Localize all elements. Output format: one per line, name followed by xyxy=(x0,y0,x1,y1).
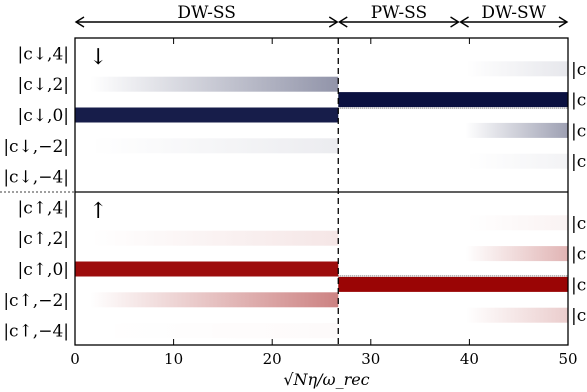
row-label: |c↑,2| xyxy=(18,229,69,249)
right-row-label: |c xyxy=(571,306,586,326)
right-row-label: |c xyxy=(571,275,586,295)
cell-panel1-right-1 xyxy=(465,246,568,262)
row-label: |c↑,0| xyxy=(18,260,69,280)
spin-label: ↑ xyxy=(89,199,107,224)
cell-panel1-left-2 xyxy=(90,230,339,246)
cell-panel1-right-3 xyxy=(465,215,568,231)
right-row-label: |c xyxy=(571,91,586,111)
cell-panel1-left--2 xyxy=(90,292,339,308)
regime-arrowhead-right xyxy=(558,16,569,28)
right-row-label: |c xyxy=(571,245,586,265)
spin-label: ↓ xyxy=(89,45,107,70)
row-label: |c↓,4| xyxy=(18,44,69,64)
right-row-label: |c xyxy=(571,60,586,80)
x-tick-label: 30 xyxy=(361,350,380,368)
regime-arrowhead-right xyxy=(450,16,460,28)
row-label: |c↓,−4| xyxy=(3,168,69,188)
cell-panel0-right--1 xyxy=(465,122,568,138)
x-tick-label: 40 xyxy=(460,350,479,368)
heatmap-cells xyxy=(75,61,568,339)
x-tick-label: 50 xyxy=(558,350,577,368)
row-label: |c↑,4| xyxy=(18,198,69,218)
cell-panel0-left--2 xyxy=(90,138,339,154)
cell-panel1-left-0 xyxy=(75,261,339,277)
cell-panel0-left-2 xyxy=(90,76,339,92)
chart-text: 0 10 20 30 40 50 DW-SS PW-SS DW-SW |c↓,4| |c↓,2| |c… xyxy=(3,3,586,389)
regime-arrowhead-right xyxy=(328,16,339,28)
regime-label: DW-SS xyxy=(177,3,236,23)
x-tick-label: 20 xyxy=(263,350,282,368)
regime-label: PW-SS xyxy=(371,3,427,23)
cell-panel0-middle-1 xyxy=(338,92,568,108)
cell-panel0-right-3 xyxy=(465,61,568,77)
x-tick-label: 0 xyxy=(70,350,80,368)
frame-lines xyxy=(0,16,569,346)
cell-panel1-right--3 xyxy=(465,307,568,323)
row-label: |c↓,2| xyxy=(18,75,69,95)
regime-arrowhead-left xyxy=(337,16,348,28)
regime-arrowhead-left xyxy=(459,16,469,28)
row-label: |c↓,0| xyxy=(18,106,69,126)
regime-arrowhead-left xyxy=(74,16,85,28)
regime-label: DW-SW xyxy=(481,3,546,23)
right-row-label: |c xyxy=(571,214,586,234)
row-label: |c↑,−4| xyxy=(3,322,69,342)
cell-panel0-right--3 xyxy=(465,153,568,169)
row-label: |c↑,−2| xyxy=(3,291,69,311)
row-label: |c↓,−2| xyxy=(3,137,69,157)
x-tick-label: 10 xyxy=(164,350,183,368)
right-row-label: |c xyxy=(571,152,586,172)
cell-panel0-left-0 xyxy=(75,107,339,123)
cell-panel1-left--4 xyxy=(90,323,339,339)
right-row-label: |c xyxy=(571,121,586,141)
cell-panel1-middle--1 xyxy=(338,276,568,292)
x-axis-label: √Nη/ω_rec xyxy=(283,370,369,389)
